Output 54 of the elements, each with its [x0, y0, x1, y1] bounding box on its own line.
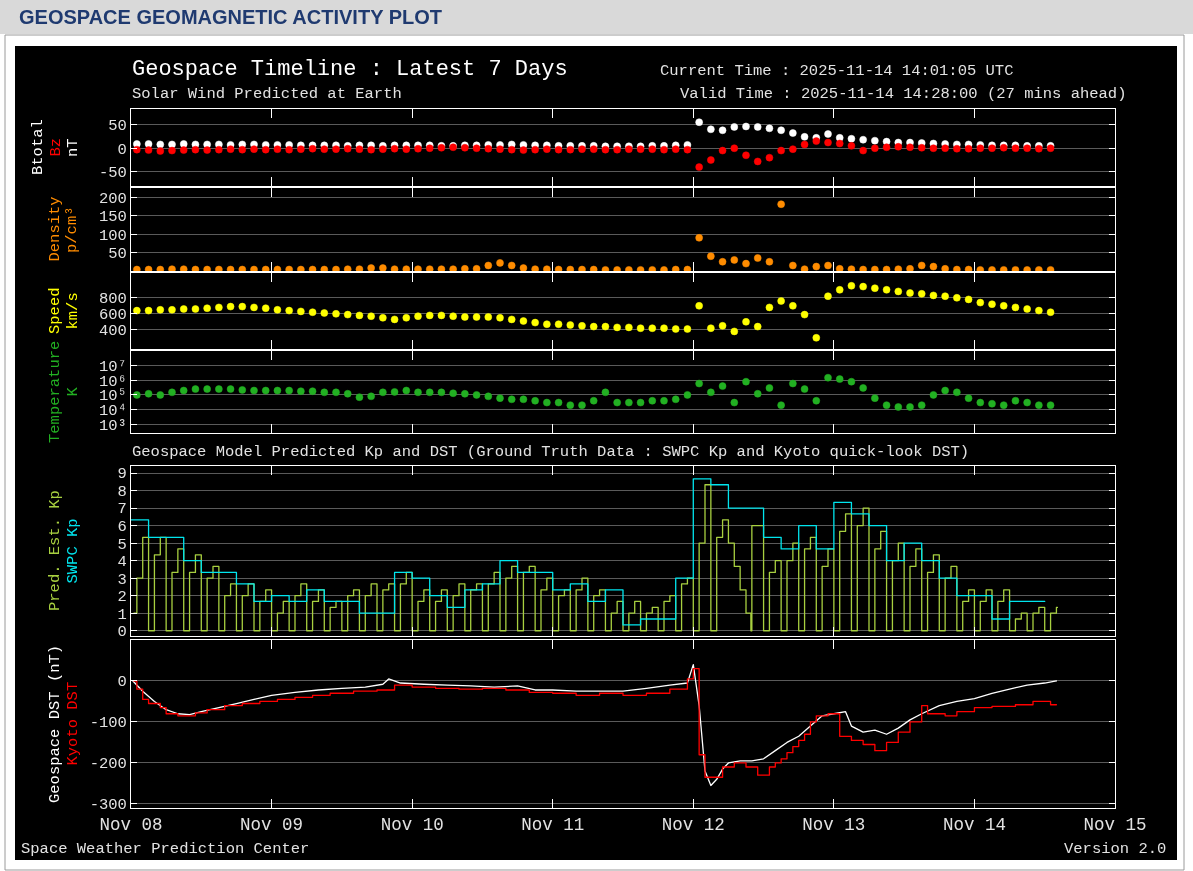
chart-title: Geospace Timeline : Latest 7 Days	[132, 57, 568, 82]
text: Speed	[46, 287, 64, 334]
text: Kyoto DST	[63, 681, 82, 766]
y-tick-label: 10³	[98, 416, 127, 435]
text: Btotal	[29, 119, 47, 175]
x-tick-label: Nov 10	[380, 815, 444, 835]
y-tick-label: 400	[98, 322, 127, 341]
y-tick-label: 4	[117, 553, 127, 572]
x-tick-label: Nov 11	[521, 815, 585, 835]
x-tick-label: Nov 14	[942, 815, 1006, 835]
text: Valid Time : 2025-11-14 14:28:00 (27 mins ahead)	[680, 85, 1127, 103]
y-tick-label: 0	[117, 140, 127, 159]
y-tick-label: 100	[98, 226, 127, 245]
text: SWPC Kp	[63, 518, 82, 584]
y-tick-label: -100	[89, 714, 127, 733]
y-tick-label: 1	[117, 605, 127, 624]
y-axis-title: K	[63, 386, 82, 397]
y-axis-title: p/cm³	[63, 206, 81, 253]
y-axis-title: nT	[64, 138, 82, 157]
x-tick-label: Nov 09	[240, 815, 304, 835]
chart-title: Geospace Model Predicted Kp and DST (Ground Truth Data : SWPC Kp and Kyoto quick-look DST)	[132, 443, 970, 461]
x-tick-label: Nov 15	[1083, 815, 1147, 835]
y-tick-label: -200	[89, 755, 127, 774]
text: Geospace DST (nT)	[46, 644, 64, 803]
text: Version 2.0	[1064, 840, 1167, 858]
x-tick-label: Nov 12	[661, 815, 725, 835]
x-tick-label: Nov 08	[99, 815, 163, 835]
y-tick-label: 5	[117, 535, 127, 554]
text: Current Time : 2025-11-14 14:01:05 UTC	[660, 62, 1014, 80]
y-tick-label: 50	[108, 244, 127, 263]
y-tick-label: 0	[117, 673, 127, 692]
text: GEOSPACE GEOMAGNETIC ACTIVITY PLOT	[19, 6, 442, 28]
y-tick-label: -50	[98, 164, 127, 183]
y-tick-label: 2	[117, 588, 127, 607]
text: Temperature	[46, 340, 64, 443]
y-tick-label: 9	[117, 465, 127, 484]
y-tick-label: 50	[108, 117, 127, 136]
text: Space Weather Prediction Center	[21, 840, 310, 858]
text: Pred. Est. Kp	[46, 490, 64, 611]
y-tick-label: 3	[117, 570, 127, 589]
y-tick-label: 200	[98, 189, 127, 208]
chart-subtitle: Solar Wind Predicted at Earth	[132, 85, 402, 103]
text: Bz	[46, 137, 65, 157]
y-tick-label: 800	[98, 290, 127, 309]
y-tick-label: 0	[117, 623, 127, 642]
y-tick-label: 600	[98, 306, 127, 325]
y-axis-title: km/s	[63, 292, 82, 330]
x-tick-label: Nov 13	[802, 815, 866, 835]
y-tick-label: 8	[117, 482, 127, 501]
y-tick-label: 6	[117, 518, 127, 537]
y-tick-label: 150	[98, 208, 127, 227]
text: Density	[45, 196, 64, 262]
y-tick-label: 7	[117, 500, 127, 519]
y-tick-label: -300	[89, 796, 127, 815]
